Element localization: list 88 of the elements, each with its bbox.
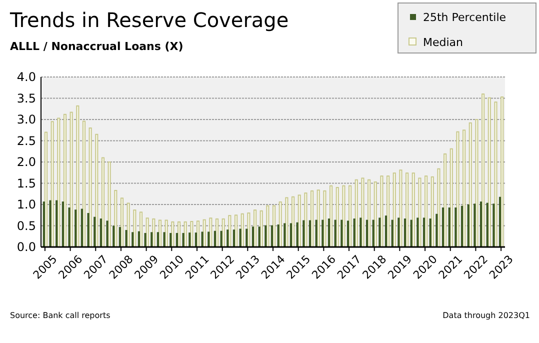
bar bbox=[480, 202, 482, 247]
bar bbox=[226, 230, 229, 247]
y-tick-label: 1.0 bbox=[16, 198, 36, 212]
bar bbox=[442, 207, 444, 247]
bar bbox=[194, 232, 197, 247]
y-tick-label: 2.0 bbox=[16, 155, 36, 170]
source-note: Source: Bank call reports bbox=[10, 311, 110, 320]
y-tick-label: 3.0 bbox=[16, 112, 36, 127]
bar bbox=[182, 232, 184, 247]
bar bbox=[366, 220, 368, 247]
bar bbox=[448, 207, 450, 247]
bar bbox=[486, 202, 488, 247]
bar bbox=[68, 207, 70, 247]
bar bbox=[308, 220, 312, 247]
bar bbox=[188, 232, 191, 247]
bar bbox=[42, 202, 45, 247]
bar bbox=[372, 220, 374, 247]
bar bbox=[346, 220, 350, 247]
bar bbox=[290, 223, 292, 247]
bar bbox=[87, 213, 90, 247]
bar bbox=[56, 200, 58, 247]
bar bbox=[498, 196, 502, 247]
y-tick-label: 2.5 bbox=[16, 134, 36, 148]
bar bbox=[398, 218, 400, 247]
bar bbox=[138, 231, 140, 247]
chart-title: Trends in Reserve Coverage bbox=[9, 8, 289, 32]
bar bbox=[454, 207, 457, 247]
bar bbox=[106, 220, 108, 247]
bar bbox=[340, 220, 343, 247]
bar bbox=[474, 204, 476, 247]
bar bbox=[74, 210, 77, 247]
y-tick-label: 1.5 bbox=[16, 176, 36, 190]
bar bbox=[112, 226, 115, 247]
bar bbox=[246, 228, 248, 247]
bar bbox=[378, 218, 381, 247]
bar bbox=[492, 204, 495, 247]
bar bbox=[258, 226, 260, 247]
bar bbox=[94, 216, 96, 247]
bar bbox=[49, 200, 52, 247]
bar bbox=[296, 222, 298, 247]
y-tick-label: 0.5 bbox=[16, 218, 36, 233]
chart-subtitle: ALLL / Nonaccrual Loans (X) bbox=[10, 40, 184, 53]
bar bbox=[284, 223, 286, 247]
bar bbox=[144, 232, 146, 247]
bar bbox=[80, 208, 83, 247]
bar bbox=[334, 220, 336, 247]
bar bbox=[416, 218, 419, 247]
bar bbox=[353, 218, 356, 247]
bar bbox=[460, 206, 464, 247]
legend-label: Median bbox=[423, 36, 464, 49]
bar bbox=[422, 218, 426, 247]
bar bbox=[132, 232, 134, 247]
bar bbox=[467, 204, 470, 247]
bar bbox=[328, 218, 330, 247]
bar bbox=[360, 218, 362, 247]
bar bbox=[429, 218, 432, 247]
bar bbox=[252, 226, 254, 247]
bar bbox=[322, 220, 324, 247]
text: Data through 2023Q1 bbox=[442, 311, 530, 320]
bar bbox=[384, 216, 388, 247]
bar bbox=[315, 220, 318, 247]
y-tick-label: 4.0 bbox=[16, 70, 36, 84]
bar bbox=[163, 232, 166, 247]
bar bbox=[436, 214, 438, 247]
bar bbox=[410, 220, 412, 247]
bar bbox=[100, 218, 102, 247]
bar bbox=[264, 225, 267, 247]
y-tick-label: 0.0 bbox=[16, 240, 36, 254]
bar bbox=[118, 227, 121, 247]
bar bbox=[391, 220, 394, 247]
bar bbox=[176, 232, 178, 247]
bar bbox=[220, 230, 222, 247]
bar bbox=[270, 225, 273, 247]
bar bbox=[201, 232, 204, 247]
y-tick-label: 3.5 bbox=[16, 91, 36, 106]
legend-label: 25th Percentile bbox=[423, 10, 506, 24]
bar bbox=[232, 230, 235, 247]
bar bbox=[125, 230, 128, 247]
bar bbox=[156, 232, 159, 247]
bar bbox=[277, 224, 280, 247]
bar bbox=[170, 232, 172, 247]
bar bbox=[302, 220, 305, 247]
bar bbox=[239, 228, 242, 247]
bar bbox=[62, 202, 64, 247]
bar bbox=[214, 230, 216, 247]
bar bbox=[404, 218, 406, 247]
bar bbox=[208, 232, 210, 247]
bar bbox=[150, 232, 153, 247]
